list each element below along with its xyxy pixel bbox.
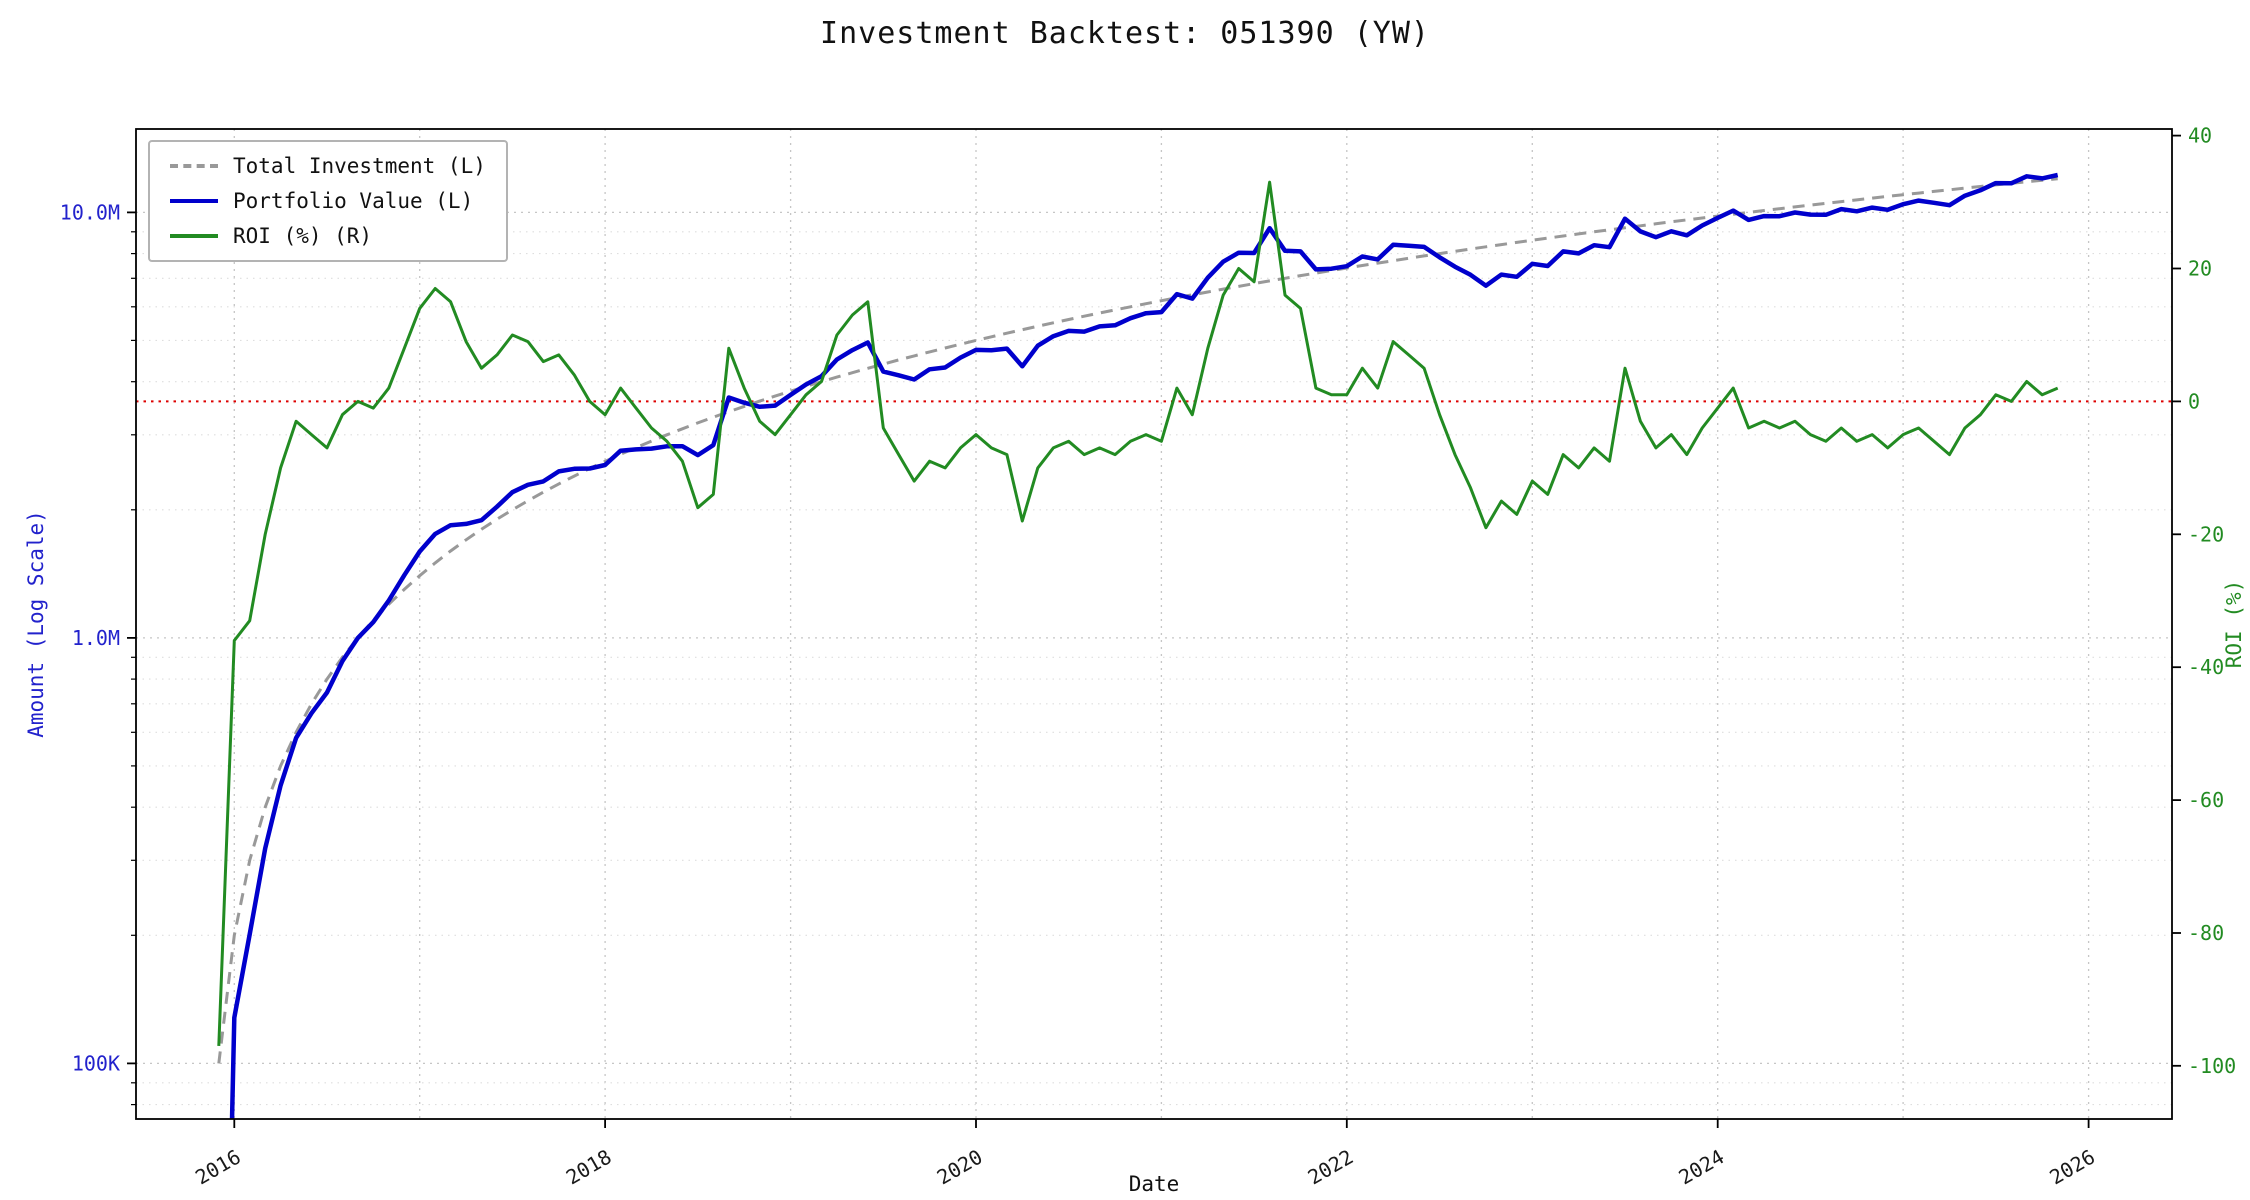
legend: Total Investment (L) Portfolio Value (L)… (148, 140, 508, 262)
x-axis-title: Date (1128, 1172, 1180, 1196)
legend-item-portfolio-value: Portfolio Value (L) (170, 189, 486, 213)
svg-text:40: 40 (2188, 124, 2212, 148)
grid (136, 129, 2172, 1119)
svg-text:-100: -100 (2188, 1054, 2236, 1078)
y-right-axis-title: ROI (%) (2222, 579, 2246, 669)
plot-border (135, 128, 2173, 1120)
y-right-tick-labels: 40 20 0 -20 -40 -60 -80 -100 (2172, 124, 2236, 1078)
y-left-axis-title: Amount (Log Scale) (24, 510, 48, 738)
svg-text:10.0M: 10.0M (60, 200, 120, 224)
portfolio-value-line (229, 172, 2059, 1119)
roi-line-sample (170, 234, 218, 238)
y-left-tick-labels: 100K 1.0M 10.0M (60, 200, 136, 1106)
svg-text:-80: -80 (2188, 921, 2224, 945)
svg-text:1.0M: 1.0M (72, 626, 120, 650)
total-investment-line-sample (170, 164, 218, 168)
svg-text:-40: -40 (2188, 655, 2224, 679)
legend-label-total-investment: Total Investment (L) (233, 154, 486, 178)
total-investment-line (217, 177, 2058, 1064)
legend-label-roi: ROI (%) (R) (233, 224, 373, 248)
legend-item-roi: ROI (%) (R) (170, 224, 486, 248)
svg-text:20: 20 (2188, 257, 2212, 281)
legend-item-total-investment: Total Investment (L) (170, 154, 486, 178)
chart-title: Investment Backtest: 051390 (YW) (820, 16, 1430, 51)
svg-text:-20: -20 (2188, 522, 2224, 546)
svg-text:100K: 100K (72, 1051, 120, 1075)
svg-text:-60: -60 (2188, 788, 2224, 812)
legend-label-portfolio-value: Portfolio Value (L) (233, 189, 474, 213)
svg-text:0: 0 (2188, 389, 2200, 413)
roi-line (217, 180, 2059, 1046)
portfolio-value-line-sample (170, 199, 218, 203)
